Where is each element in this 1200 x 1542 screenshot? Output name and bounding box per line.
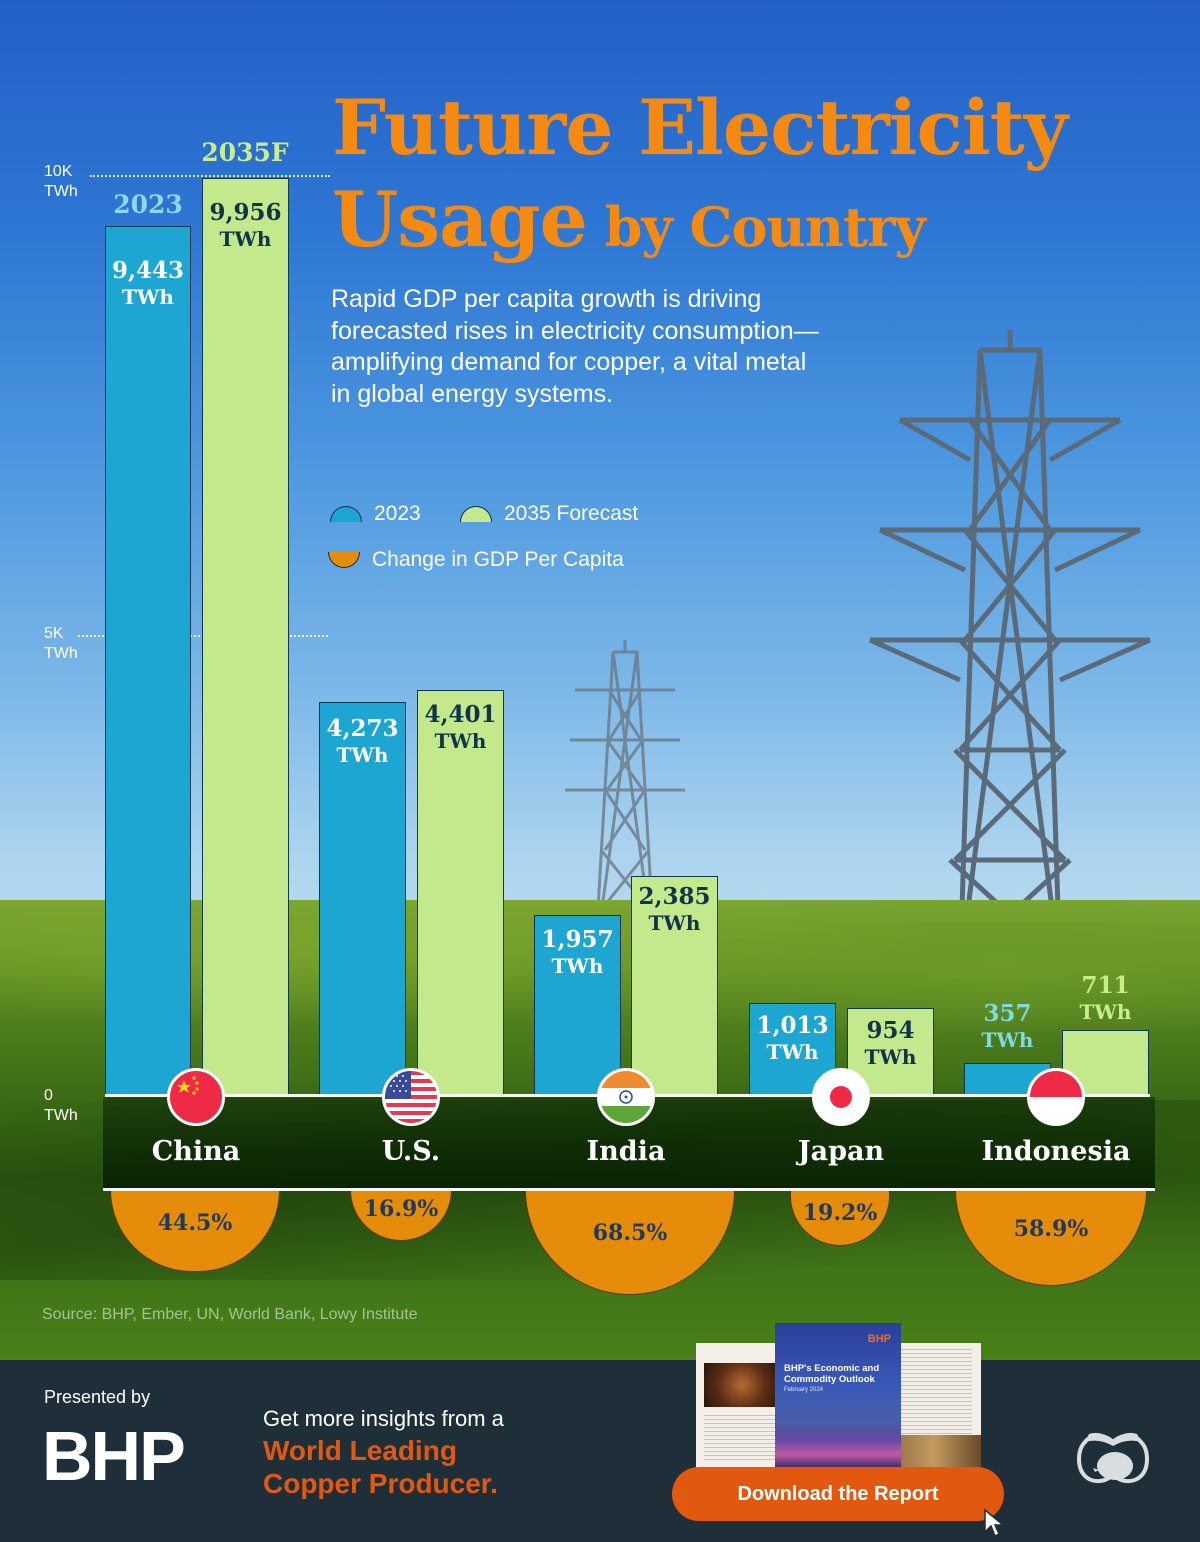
report-page-right bbox=[886, 1343, 981, 1468]
gdp-value: 16.9% bbox=[363, 1196, 439, 1222]
bar-value-label: 2,385 TWh bbox=[638, 883, 711, 935]
visual-capitalist-logo-icon[interactable] bbox=[1075, 1432, 1151, 1493]
axis-tick-5k: 5K TWh bbox=[44, 624, 78, 664]
transmission-tower-icon bbox=[860, 330, 1160, 970]
presented-by-label: Presented by bbox=[44, 1387, 151, 1407]
footer bbox=[0, 1360, 1200, 1542]
flag-india-icon bbox=[597, 1068, 655, 1126]
tick-value: 10K bbox=[44, 163, 73, 180]
mouse-cursor-icon bbox=[983, 1508, 1009, 1542]
report-cover: BHP BHP's Economic and Commodity Outlook… bbox=[775, 1323, 901, 1468]
bar-us-2035[interactable]: 4,401 TWh bbox=[417, 690, 504, 1096]
bar-value-label-indonesia-2035: 711 TWh bbox=[1079, 972, 1132, 1024]
axis-tick-10k: 10K TWh bbox=[44, 162, 78, 202]
bar-value-label: 4,273 TWh bbox=[326, 715, 399, 767]
tick-value: 0 bbox=[44, 1087, 53, 1104]
page-text bbox=[704, 1415, 780, 1463]
tick-unit: TWh bbox=[44, 1107, 78, 1124]
city-skyline-image bbox=[775, 1423, 901, 1468]
tick-unit: TWh bbox=[44, 645, 78, 662]
title-by-country: by Country bbox=[586, 195, 926, 259]
country-label-us: U.S. bbox=[381, 1136, 441, 1167]
bar-us-2023[interactable]: 4,273 TWh bbox=[319, 702, 406, 1096]
bar-value-label: 1,013 TWh bbox=[756, 1012, 829, 1064]
bhp-logo[interactable]: BHP bbox=[42, 1417, 186, 1495]
gdp-value: 44.5% bbox=[157, 1210, 233, 1236]
title-line-1: Future Electricity bbox=[332, 83, 1068, 172]
page-image bbox=[704, 1363, 780, 1407]
series-head-2023: 2023 bbox=[113, 190, 183, 219]
gdp-value: 58.9% bbox=[1013, 1216, 1089, 1242]
gdp-value: 68.5% bbox=[592, 1220, 668, 1246]
semicircle-icon bbox=[328, 552, 360, 568]
page-text bbox=[894, 1349, 972, 1439]
download-report-button[interactable]: Download the Report bbox=[672, 1467, 1004, 1521]
country-label-china: China bbox=[151, 1136, 241, 1167]
cta-line-2: World Leading bbox=[263, 1435, 457, 1466]
legend-item-2035: 2035 Forecast bbox=[460, 502, 638, 526]
cta-line-3: Copper Producer. bbox=[263, 1468, 498, 1499]
title-line-2: Usage by Country bbox=[332, 174, 1067, 273]
flag-china-icon bbox=[167, 1068, 225, 1126]
semicircle-icon bbox=[460, 506, 492, 522]
bar-india-2035[interactable]: 2,385 TWh bbox=[631, 876, 718, 1096]
legend-label: Change in GDP Per Capita bbox=[372, 548, 624, 571]
bar-value-label: 9,443 TWh bbox=[111, 257, 185, 309]
legend-label: 2023 bbox=[374, 502, 421, 525]
gdp-value: 19.2% bbox=[802, 1200, 878, 1226]
bar-value-label: 4,401 TWh bbox=[424, 701, 497, 753]
flag-indonesia-icon bbox=[1027, 1068, 1085, 1126]
cta-line-1: Get more insights from a bbox=[263, 1406, 504, 1431]
bar-value-label-indonesia-2023: 357 TWh bbox=[981, 1000, 1034, 1052]
report-preview-image[interactable]: BHP BHP's Economic and Commodity Outlook… bbox=[696, 1323, 981, 1468]
band-divider bbox=[103, 1188, 1155, 1191]
transmission-tower-icon bbox=[565, 640, 685, 960]
subtitle: Rapid GDP per capita growth is driving f… bbox=[331, 285, 819, 408]
legend-item-2023: 2023 bbox=[330, 502, 421, 526]
page-title: Future Electricity Usage by Country bbox=[332, 82, 1068, 273]
page-image bbox=[886, 1435, 981, 1468]
report-date: February 2024 bbox=[784, 1387, 824, 1393]
source-note: Source: BHP, Ember, UN, World Bank, Lowy… bbox=[42, 1306, 418, 1323]
bar-value-label: 954 TWh bbox=[864, 1017, 917, 1069]
gridline-10k bbox=[90, 175, 330, 177]
country-label-indonesia: Indonesia bbox=[981, 1136, 1131, 1167]
report-brand: BHP bbox=[867, 1333, 891, 1345]
country-label-india: India bbox=[586, 1136, 666, 1167]
flag-japan-icon bbox=[812, 1068, 870, 1126]
tick-value: 5K bbox=[44, 625, 64, 642]
report-title: BHP's Economic and Commodity Outlook bbox=[784, 1363, 880, 1385]
tick-unit: TWh bbox=[44, 183, 78, 200]
axis-tick-0: 0 TWh bbox=[44, 1086, 78, 1126]
legend-item-gdp: Change in GDP Per Capita bbox=[328, 548, 624, 572]
bar-china-2035[interactable]: 9,956 TWh bbox=[202, 178, 289, 1096]
semicircle-icon bbox=[330, 506, 362, 522]
report-page-left bbox=[696, 1343, 786, 1468]
bar-india-2023[interactable]: 1,957 TWh bbox=[534, 915, 621, 1096]
country-label-japan: Japan bbox=[797, 1136, 885, 1167]
series-head-2035: 2035F bbox=[201, 138, 289, 167]
legend-label: 2035 Forecast bbox=[504, 502, 639, 525]
bar-china-2023[interactable]: 9,443 TWh bbox=[105, 226, 191, 1096]
bar-value-label: 1,957 TWh bbox=[541, 926, 614, 978]
flag-us-icon bbox=[382, 1068, 440, 1126]
title-usage: Usage bbox=[332, 175, 588, 264]
sky-background bbox=[0, 0, 1200, 960]
cta-highlight: World Leading Copper Producer. bbox=[263, 1434, 498, 1500]
bar-value-label: 9,956 TWh bbox=[209, 199, 282, 251]
